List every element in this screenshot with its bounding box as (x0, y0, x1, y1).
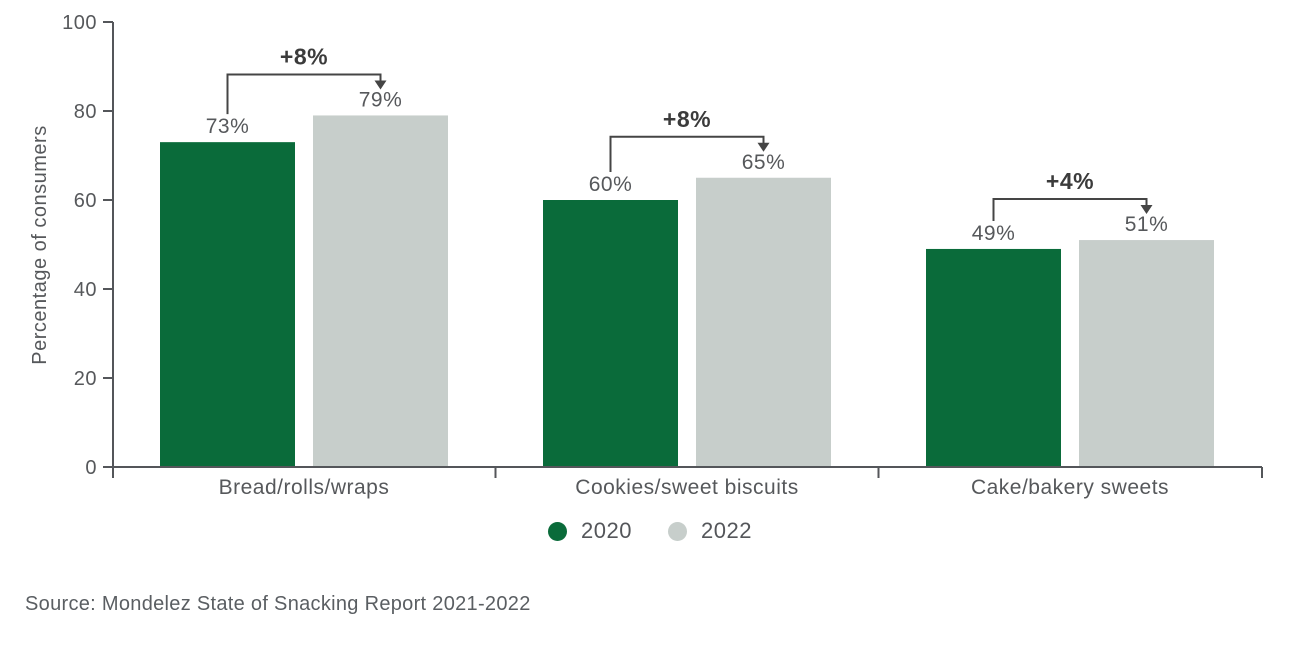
bar-value-label-2022-bread-rolls-wraps: 79% (359, 88, 403, 111)
bar-2020-cookies-sweet-biscuits (543, 200, 678, 467)
y-tick-label-20: 20 (74, 368, 97, 390)
category-label-bread-rolls-wraps: Bread/rolls/wraps (219, 476, 390, 499)
annotation-arrowhead-icon (374, 80, 387, 90)
annotation-label-2: +4% (1046, 168, 1094, 194)
change-annotation-2: +4% (992, 168, 1153, 221)
bar-value-label-2022-cake-bakery-sweets: 51% (1125, 213, 1169, 236)
category-label-cookies-sweet-biscuits: Cookies/sweet biscuits (575, 476, 798, 499)
bar-2022-cookies-sweet-biscuits (696, 177, 831, 467)
y-tick-label-100: 100 (62, 12, 97, 34)
legend-item-2020: 2020 (548, 518, 632, 544)
bar-value-label-2020-cake-bakery-sweets: 49% (972, 222, 1016, 245)
bar-2022-cake-bakery-sweets (1079, 240, 1214, 467)
bar-value-label-2022-cookies-sweet-biscuits: 65% (742, 151, 786, 174)
bar-2020-bread-rolls-wraps (160, 142, 295, 467)
y-tick-label-40: 40 (74, 279, 97, 301)
annotation-bracket-line (226, 73, 382, 115)
change-annotation-0: +8% (226, 43, 387, 115)
change-annotation-1: +8% (609, 106, 770, 172)
category-label-cake-bakery-sweets: Cake/bakery sweets (971, 476, 1169, 499)
source-text: Source: Mondelez State of Snacking Repor… (25, 593, 531, 615)
annotation-label-1: +8% (663, 106, 711, 132)
legend-label-2020: 2020 (581, 518, 632, 543)
bar-value-label-2020-cookies-sweet-biscuits: 60% (589, 173, 633, 196)
bar-2022-bread-rolls-wraps (313, 115, 448, 467)
chart-legend: 2020 2022 (0, 518, 1300, 544)
bar-chart: 73% 79% Bread/rolls/wraps 60% 65% Cookies/swe… (29, 12, 1263, 499)
legend-item-2022: 2022 (668, 518, 752, 544)
bar-value-label-2020-bread-rolls-wraps: 73% (206, 115, 250, 138)
legend-dot-icon-2022 (668, 521, 687, 541)
y-tick-label-80: 80 (74, 101, 97, 123)
annotation-label-0: +8% (280, 43, 328, 69)
bar-2020-cake-bakery-sweets (926, 248, 1061, 467)
legend-dot-icon-2020 (548, 521, 568, 541)
annotation-arrowhead-icon (757, 142, 770, 152)
y-tick-label-60: 60 (74, 190, 97, 212)
annotation-bracket-line (992, 198, 1148, 221)
y-tick-label-0: 0 (85, 457, 97, 479)
annotation-arrowhead-icon (1140, 205, 1153, 215)
legend-label-2022: 2022 (701, 518, 752, 543)
annotation-bracket-line (609, 135, 765, 172)
y-axis-title: Percentage of consumers (29, 125, 51, 364)
